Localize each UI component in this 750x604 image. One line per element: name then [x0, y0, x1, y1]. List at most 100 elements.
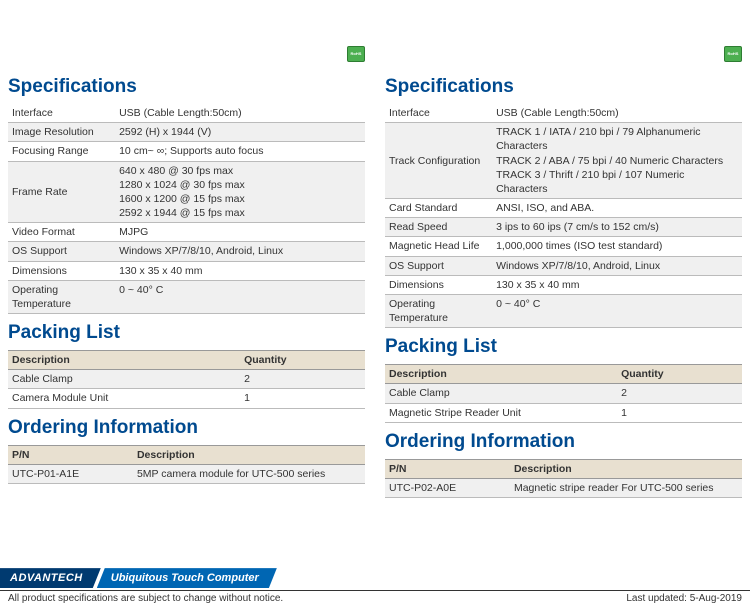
col-pn: P/N — [8, 445, 133, 464]
spec-value: 0 ~ 40° C — [492, 294, 742, 327]
order-pn: UTC-P01-A1E — [8, 464, 133, 483]
brand-tagline: Ubiquitous Touch Computer — [97, 568, 277, 588]
left-column: RoHS Specifications InterfaceUSB (Cable … — [8, 0, 365, 498]
specifications-heading-right: Specifications — [385, 76, 742, 98]
spec-value: 640 x 480 @ 30 fps max1280 x 1024 @ 30 f… — [115, 161, 365, 223]
table-row: Operating Temperature0 ~ 40° C — [385, 294, 742, 327]
ordering-table-left: P/NDescriptionUTC-P01-A1E5MP camera modu… — [8, 445, 365, 484]
page-columns: RoHS Specifications InterfaceUSB (Cable … — [0, 0, 750, 498]
rohs-badge-icon: RoHS — [347, 46, 365, 62]
spec-value: ANSI, ISO, and ABA. — [492, 199, 742, 218]
table-header-row: DescriptionQuantity — [385, 365, 742, 384]
spec-value: 130 x 35 x 40 mm — [492, 275, 742, 294]
table-row: Operating Temperature0 ~ 40° C — [8, 280, 365, 313]
footer-bar: ADVANTECH Ubiquitous Touch Computer — [0, 568, 750, 588]
table-row: Dimensions 130 x 35 x 40 mm — [8, 261, 365, 280]
table-row: Track ConfigurationTRACK 1 / IATA / 210 … — [385, 123, 742, 199]
spec-value: 10 cm~ ∞; Supports auto focus — [115, 142, 365, 161]
col-quantity: Quantity — [240, 351, 365, 370]
packing-qty: 1 — [617, 403, 742, 422]
packing-heading-right: Packing List — [385, 336, 742, 358]
spec-value: USB (Cable Length:50cm) — [492, 104, 742, 123]
spec-key: Image Resolution — [8, 123, 115, 142]
table-row: Frame Rate640 x 480 @ 30 fps max1280 x 1… — [8, 161, 365, 223]
spec-key: Focusing Range — [8, 142, 115, 161]
table-row: Dimensions130 x 35 x 40 mm — [385, 275, 742, 294]
specifications-table-right: InterfaceUSB (Cable Length:50cm)Track Co… — [385, 104, 742, 328]
spec-value: MJPG — [115, 223, 365, 242]
table-row: Cable Clamp2 — [8, 370, 365, 389]
table-header-row: DescriptionQuantity — [8, 351, 365, 370]
col-description: Description — [510, 459, 742, 478]
ordering-table-right: P/NDescriptionUTC-P02-A0EMagnetic stripe… — [385, 459, 742, 498]
brand-logo: ADVANTECH — [0, 568, 101, 588]
spec-key: Magnetic Head Life — [385, 237, 492, 256]
table-row: OS SupportWindows XP/7/8/10, Android, Li… — [8, 242, 365, 261]
spec-value: 1,000,000 times (ISO test standard) — [492, 237, 742, 256]
table-row: Magnetic Head Life1,000,000 times (ISO t… — [385, 237, 742, 256]
spec-key: Frame Rate — [8, 161, 115, 223]
spec-key: Card Standard — [385, 199, 492, 218]
table-header-row: P/NDescription — [8, 445, 365, 464]
spec-value: 2592 (H) x 1944 (V) — [115, 123, 365, 142]
col-description: Description — [8, 351, 240, 370]
spec-key: Interface — [385, 104, 492, 123]
table-row: OS SupportWindows XP/7/8/10, Android, Li… — [385, 256, 742, 275]
right-column: RoHS Specifications InterfaceUSB (Cable … — [385, 0, 742, 498]
spec-value: TRACK 1 / IATA / 210 bpi / 79 Alphanumer… — [492, 123, 742, 199]
ordering-heading-right: Ordering Information — [385, 431, 742, 453]
col-quantity: Quantity — [617, 365, 742, 384]
packing-table-right: DescriptionQuantityCable Clamp2Magnetic … — [385, 364, 742, 423]
packing-desc: Camera Module Unit — [8, 389, 240, 408]
rohs-row-left: RoHS — [8, 0, 365, 68]
packing-qty: 2 — [617, 384, 742, 403]
packing-qty: 2 — [240, 370, 365, 389]
table-row: Read Speed3 ips to 60 ips (7 cm/s to 152… — [385, 218, 742, 237]
table-row: UTC-P01-A1E5MP camera module for UTC-500… — [8, 464, 365, 483]
page-footer: ADVANTECH Ubiquitous Touch Computer All … — [0, 568, 750, 604]
table-row: Cable Clamp2 — [385, 384, 742, 403]
table-row: Image Resolution2592 (H) x 1944 (V) — [8, 123, 365, 142]
packing-desc: Magnetic Stripe Reader Unit — [385, 403, 617, 422]
rohs-row-right: RoHS — [385, 0, 742, 68]
spec-key: Dimensions — [8, 261, 115, 280]
table-row: InterfaceUSB (Cable Length:50cm) — [385, 104, 742, 123]
spec-key: Video Format — [8, 223, 115, 242]
spec-value: 3 ips to 60 ips (7 cm/s to 152 cm/s) — [492, 218, 742, 237]
spec-key: Operating Temperature — [8, 280, 115, 313]
order-desc: Magnetic stripe reader For UTC-500 serie… — [510, 478, 742, 497]
packing-heading-left: Packing List — [8, 322, 365, 344]
table-header-row: P/NDescription — [385, 459, 742, 478]
spec-key: OS Support — [385, 256, 492, 275]
spec-key: Operating Temperature — [385, 294, 492, 327]
packing-desc: Cable Clamp — [8, 370, 240, 389]
spec-value: 0 ~ 40° C — [115, 280, 365, 313]
spec-value: Windows XP/7/8/10, Android, Linux — [115, 242, 365, 261]
packing-table-left: DescriptionQuantityCable Clamp2Camera Mo… — [8, 350, 365, 409]
disclaimer-text: All product specifications are subject t… — [8, 593, 283, 604]
table-row: Card StandardANSI, ISO, and ABA. — [385, 199, 742, 218]
last-updated-text: Last updated: 5-Aug-2019 — [626, 593, 742, 604]
footer-line: All product specifications are subject t… — [0, 590, 750, 604]
table-row: Camera Module Unit1 — [8, 389, 365, 408]
spec-key: Read Speed — [385, 218, 492, 237]
table-row: Focusing Range10 cm~ ∞; Supports auto fo… — [8, 142, 365, 161]
spec-key: Interface — [8, 104, 115, 123]
col-description: Description — [385, 365, 617, 384]
order-desc: 5MP camera module for UTC-500 series — [133, 464, 365, 483]
specifications-table-left: InterfaceUSB (Cable Length:50cm)Image Re… — [8, 104, 365, 314]
spec-key: Track Configuration — [385, 123, 492, 199]
spec-key: Dimensions — [385, 275, 492, 294]
table-row: InterfaceUSB (Cable Length:50cm) — [8, 104, 365, 123]
spec-key: OS Support — [8, 242, 115, 261]
table-row: UTC-P02-A0EMagnetic stripe reader For UT… — [385, 478, 742, 497]
packing-desc: Cable Clamp — [385, 384, 617, 403]
table-row: Magnetic Stripe Reader Unit1 — [385, 403, 742, 422]
ordering-heading-left: Ordering Information — [8, 417, 365, 439]
spec-value: USB (Cable Length:50cm) — [115, 104, 365, 123]
col-pn: P/N — [385, 459, 510, 478]
packing-qty: 1 — [240, 389, 365, 408]
table-row: Video FormatMJPG — [8, 223, 365, 242]
specifications-heading-left: Specifications — [8, 76, 365, 98]
rohs-badge-icon: RoHS — [724, 46, 742, 62]
